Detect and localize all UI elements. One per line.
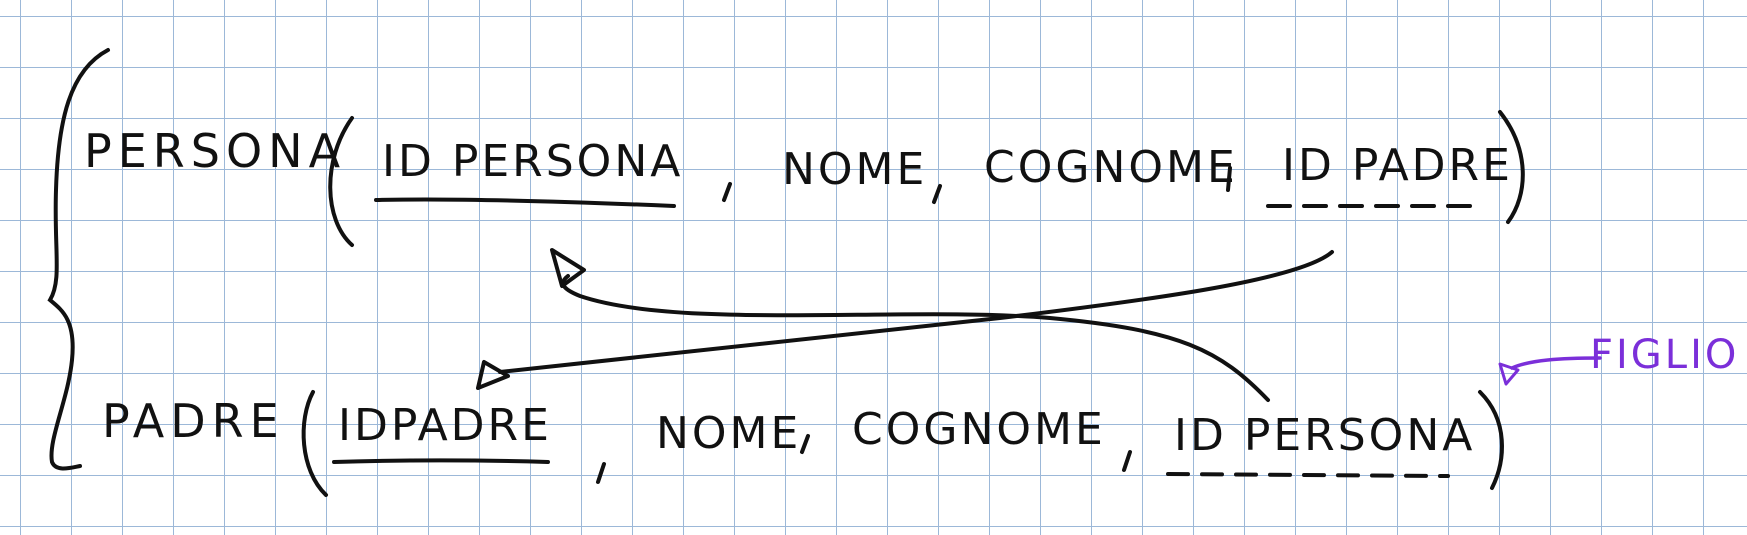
padre-close-paren: [1478, 390, 1504, 490]
relation-name-padre: PADRE: [102, 394, 285, 448]
pk-underline-idpadre: [332, 458, 550, 464]
persona-open-paren: [328, 116, 354, 247]
left-curly-brace: [47, 48, 110, 471]
arrow-idpersona-to-persona: [561, 274, 1270, 402]
padre-open-paren: [301, 390, 328, 497]
arrowhead-to-persona-idpersona: [550, 248, 586, 288]
attribute-nome: NOME: [656, 408, 802, 459]
persona-close-paren: [1498, 110, 1525, 224]
attribute-id-persona-primary-key: ID PERSONA: [382, 136, 684, 187]
pk-underline-idpersona: [374, 197, 676, 208]
annotation-pointer-arrowhead: [1498, 362, 1520, 386]
comma-mark: [1122, 450, 1132, 472]
comma-mark: [932, 184, 942, 204]
arrowhead-to-padre-idpadre: [476, 360, 510, 390]
attribute-cognome: COGNOME: [852, 404, 1106, 455]
attribute-id-padre-foreign-key: ID PADRE: [1282, 140, 1513, 191]
fk-underline-idpersona: [1166, 472, 1450, 478]
comma-mark: [1226, 166, 1232, 192]
comma-mark: [800, 434, 810, 454]
attribute-cognome: COGNOME: [984, 142, 1238, 193]
attribute-id-persona-foreign-key: ID PERSONA: [1174, 410, 1476, 461]
comma-mark: [596, 462, 606, 484]
attribute-idpadre-primary-key: IDPADRE: [338, 400, 552, 451]
annotation-figlio: FIGLIO: [1590, 332, 1740, 378]
arrow-idpadre-to-padre: [498, 250, 1334, 374]
comma-mark: [722, 182, 732, 202]
annotation-pointer-line: [1510, 356, 1602, 370]
relation-name-persona: PERSONA: [84, 124, 347, 178]
attribute-nome: NOME: [782, 144, 928, 195]
